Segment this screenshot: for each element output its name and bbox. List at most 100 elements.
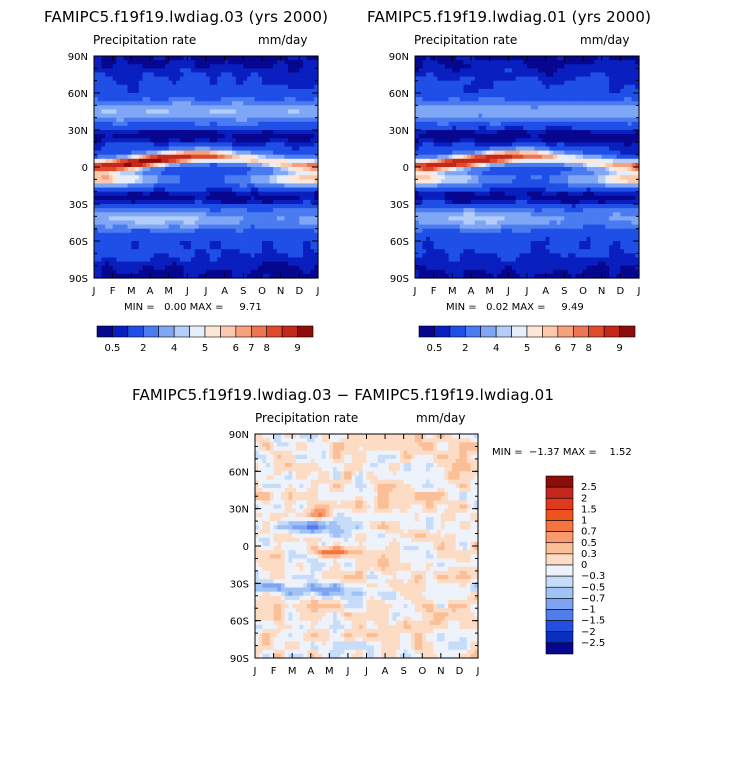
panel-a-cell <box>217 72 222 78</box>
panel-a-cell <box>262 204 267 209</box>
panel-a-cell <box>187 84 192 90</box>
panel-b-cell <box>429 154 435 160</box>
panel-b-cell <box>523 117 528 123</box>
panel-a-cell <box>127 130 132 135</box>
panel-b-cell <box>441 232 446 238</box>
panel-b-cell <box>527 167 532 172</box>
panel-a-cell <box>265 253 271 259</box>
panel-a-cell <box>288 212 293 217</box>
panel-b-cell <box>512 195 517 201</box>
panel-b-cell <box>515 183 521 189</box>
panel-b-cell <box>527 109 532 115</box>
panel-a-cell <box>250 208 256 213</box>
panel-a-cell <box>303 175 308 180</box>
panel-a-cell <box>176 204 181 209</box>
panel-a-cell <box>161 257 166 263</box>
panel-a-cell <box>105 105 110 111</box>
panel-a-cell <box>220 93 226 98</box>
panel-b-cell <box>527 175 532 180</box>
panel-a-cell <box>206 56 211 61</box>
panel-b-cell <box>489 125 494 131</box>
panel-a-cell <box>187 109 192 115</box>
panel-a-cell <box>209 269 215 275</box>
panel-a-cell <box>206 162 211 168</box>
panel-a-cell <box>247 134 252 139</box>
panel-a-cell <box>284 80 289 86</box>
panel-b-cell <box>456 191 461 197</box>
panel-b-cell <box>467 265 472 271</box>
panel-a-cell <box>247 175 252 180</box>
panel-a-cell <box>138 204 144 209</box>
panel-a-cell <box>150 142 155 148</box>
panel-a-cell <box>94 125 99 131</box>
panel-a-cell <box>123 88 129 94</box>
panel-b-cell <box>441 212 446 217</box>
panel-a-cell <box>116 88 121 94</box>
panel-a-cell <box>247 80 252 86</box>
panel-b-cell <box>437 146 442 152</box>
panel-b-cell <box>493 199 498 205</box>
panel-a-cell <box>105 265 110 271</box>
panel-a-cell <box>202 236 207 242</box>
panel-a-cell <box>194 241 200 246</box>
panel-a-cell <box>273 179 278 185</box>
panel-a-title: FAMIPC5.f19f19.lwdiag.03 (yrs 2000) <box>44 8 329 26</box>
panel-a-cell <box>176 273 181 279</box>
panel-b-cell <box>456 142 461 148</box>
panel-b-cell <box>504 64 509 69</box>
panel-b-cell <box>508 154 513 160</box>
panel-b-cell <box>418 60 424 65</box>
panel-a-cell <box>176 113 181 119</box>
panel-a-cell <box>228 265 233 271</box>
panel-b-cell <box>463 142 468 148</box>
panel-a-cell <box>284 60 289 65</box>
panel-a-cell <box>164 93 170 98</box>
panel-a-cell <box>217 109 222 115</box>
panel-a-cell <box>284 212 289 217</box>
panel-b-cell <box>433 191 438 197</box>
panel-a-cell <box>127 236 132 242</box>
panel-a-cell <box>235 245 241 250</box>
panel-a-cell <box>220 212 226 217</box>
panel-a-cell <box>187 212 192 217</box>
panel-a-cell <box>220 56 226 61</box>
panel-b-cell <box>523 162 528 168</box>
panel-a-cell <box>183 269 188 275</box>
panel-b-cell <box>452 158 457 164</box>
panel-a-cell <box>194 167 200 172</box>
panel-a-cell <box>239 60 244 65</box>
panel-b-cell <box>474 101 480 106</box>
panel-b-cell <box>448 162 453 168</box>
panel-b-cell <box>448 245 453 250</box>
panel-a-cell <box>120 195 125 201</box>
panel-b-cell <box>504 253 509 259</box>
panel-a-cell <box>291 80 297 86</box>
panel-a-cell <box>123 199 129 205</box>
panel-b-cell <box>478 241 483 246</box>
panel-b-cell <box>497 179 502 185</box>
panel-a-cell <box>131 199 136 205</box>
panel-a-cell <box>94 175 99 180</box>
panel-a-cell <box>276 241 282 246</box>
panel-b-cell <box>418 162 424 168</box>
panel-a-cell <box>108 212 114 217</box>
panel-a-cell <box>183 154 188 160</box>
panel-a-cell <box>202 64 207 69</box>
panel-a-cell <box>280 204 285 209</box>
panel-a-cell <box>310 105 315 111</box>
panel-a-cell <box>142 142 147 148</box>
panel-a-cell <box>276 249 282 254</box>
panel-a-cell <box>213 232 218 238</box>
panel-b-cell <box>474 158 480 164</box>
panel-a-cell <box>213 134 218 139</box>
panel-a-cell <box>138 130 144 135</box>
panel-b-cell <box>478 113 483 119</box>
panel-a-cell <box>179 204 185 209</box>
panel-b-cell <box>459 191 465 197</box>
panel-b-cell <box>415 130 420 135</box>
panel-a-cell <box>254 117 259 123</box>
panel-a-cell <box>123 121 129 127</box>
panel-b-cell <box>497 93 502 98</box>
panel-a-cell <box>310 175 315 180</box>
panel-b-cell <box>467 117 472 123</box>
